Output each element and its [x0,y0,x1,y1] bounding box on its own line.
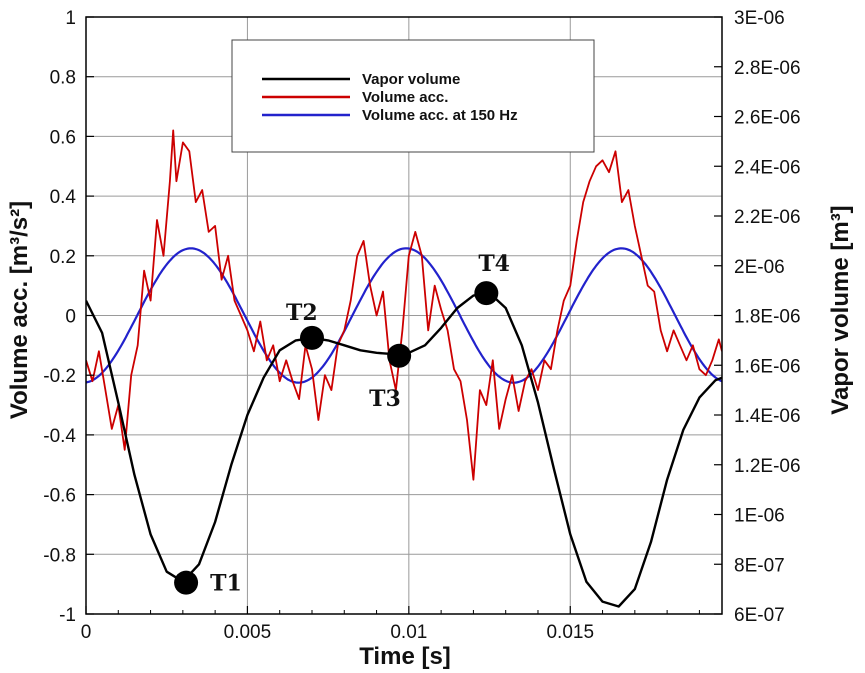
legend-label-vapor-volume: Vapor volume [362,71,460,88]
annotation-label-t3: T3 [369,386,401,412]
y-left-tick-label: -0.8 [43,545,76,566]
x-tick-label: 0.005 [224,622,272,643]
y-right-tick-label: 1.8E-06 [734,307,801,328]
x-tick-label: 0 [81,622,92,643]
ticks: 0 0.005 0.01 0.015 -1 -0.8 -0.6 -0.4 -0.2 0 0.2 0.4… [43,8,800,643]
annotation-marker-t1 [174,570,199,595]
y-axis-title-left: Volume acc. [m³/s²] [6,201,33,419]
y-left-tick-label: 0.6 [50,127,76,148]
y-left-tick-label: 0.4 [50,187,77,208]
y-right-tick-label: 2E-06 [734,257,785,278]
y-left-tick-label: -0.2 [43,366,76,387]
y-right-tick-label: 1.4E-06 [734,406,801,427]
y-left-tick-label: -0.4 [43,426,76,447]
y-left-tick-label: -0.6 [43,486,76,507]
y-left-tick-label: 0.8 [50,68,76,89]
x-tick-label: 0.01 [390,622,427,643]
series-layer [86,129,722,608]
annotation-marker-t2 [299,325,324,350]
y-left-tick-label: 0.2 [50,247,76,268]
x-tick-label: 0.015 [546,622,594,643]
y-left-tick-label: 1 [65,8,76,29]
y-right-tick-label: 1.6E-06 [734,356,801,377]
annotation-label-t4: T4 [478,251,510,277]
y-right-tick-label: 2.4E-06 [734,157,801,178]
y-right-tick-label: 2.8E-06 [734,58,801,79]
series-line-vapor-volume [86,291,722,608]
y-right-tick-label: 3E-06 [734,8,785,29]
y-right-tick-label: 6E-07 [734,605,785,626]
annotation-label-t1: T1 [210,571,242,597]
series-line-volume-acc-150hz [86,247,722,384]
y-left-tick-label: 0 [65,307,76,328]
legend-label-volume-acc-150hz: Volume acc. at 150 Hz [362,107,518,124]
legend-label-volume-acc: Volume acc. [362,89,448,106]
x-axis-title: Time [s] [359,643,451,670]
y-right-tick-label: 1.2E-06 [734,456,801,477]
annotation-markers: T1 T2 T3 T4 [174,251,510,597]
annotation-marker-t4 [474,281,499,306]
annotation-label-t2: T2 [286,300,318,326]
annotation-marker-t3 [387,343,412,368]
y-axis-title-right: Vapor volume [m³] [827,205,854,414]
y-right-tick-label: 1E-06 [734,506,785,527]
series-line-volume-acc [86,129,722,481]
legend: Vapor volume Volume acc. Volume acc. at … [231,39,595,153]
y-right-tick-label: 8E-07 [734,555,785,576]
y-right-tick-label: 2.2E-06 [734,207,801,228]
y-left-tick-label: -1 [59,605,76,626]
y-right-tick-label: 2.6E-06 [734,108,801,129]
